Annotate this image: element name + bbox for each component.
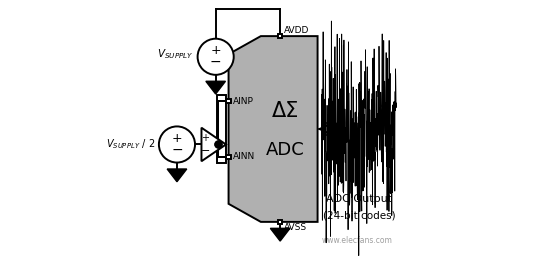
Text: AVSS: AVSS — [284, 223, 307, 232]
Text: $V_{SUPPLY}\ /\ 2$: $V_{SUPPLY}\ /\ 2$ — [106, 138, 155, 151]
Text: ΔΣ: ΔΣ — [272, 101, 299, 121]
Circle shape — [159, 126, 195, 163]
Text: AVDD: AVDD — [284, 26, 309, 35]
Bar — [226, 99, 231, 103]
Bar — [226, 155, 231, 159]
Text: AINN: AINN — [233, 152, 255, 161]
Bar — [278, 220, 283, 224]
Polygon shape — [201, 128, 226, 161]
Text: AINP: AINP — [233, 97, 254, 106]
Polygon shape — [229, 36, 317, 222]
Text: ADC: ADC — [266, 141, 305, 159]
Text: ADC Output: ADC Output — [326, 194, 392, 204]
Text: +: + — [201, 133, 210, 143]
Bar — [217, 95, 226, 163]
Text: −: − — [171, 142, 183, 157]
Text: $V_{SUPPLY}$: $V_{SUPPLY}$ — [157, 47, 194, 61]
Text: +: + — [172, 132, 182, 145]
Text: −: − — [201, 146, 210, 156]
Polygon shape — [206, 81, 225, 94]
Text: www.elecfans.com: www.elecfans.com — [321, 236, 392, 245]
Text: +: + — [210, 44, 221, 58]
Polygon shape — [167, 169, 187, 182]
Circle shape — [197, 39, 234, 75]
Text: −: − — [210, 55, 222, 69]
Bar — [278, 34, 283, 38]
Polygon shape — [271, 228, 290, 241]
Text: (24-bit codes): (24-bit codes) — [322, 210, 395, 220]
